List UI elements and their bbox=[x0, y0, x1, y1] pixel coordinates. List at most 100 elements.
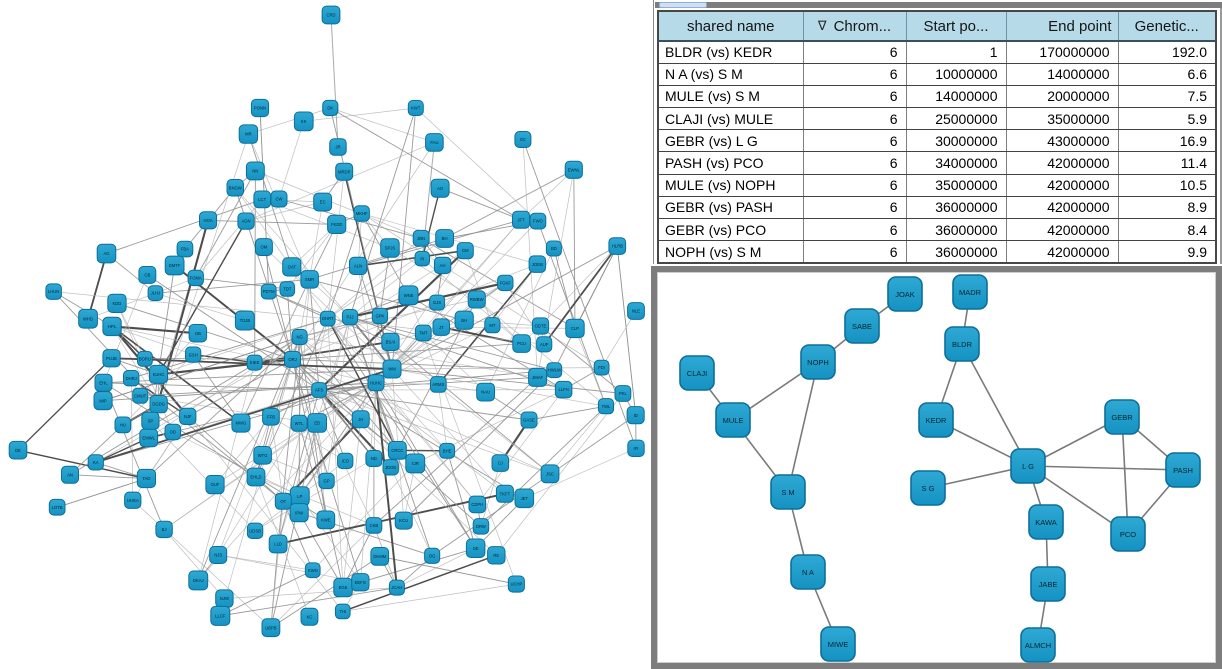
detail-network-node[interactable]: L G bbox=[1010, 448, 1046, 484]
overview-network-node[interactable]: ICO bbox=[337, 452, 354, 470]
overview-network-node[interactable]: KWT bbox=[407, 100, 424, 116]
overview-network-node[interactable]: BH bbox=[454, 310, 474, 330]
overview-network-node[interactable]: SMR bbox=[300, 270, 319, 289]
overview-network-node[interactable]: BHE bbox=[439, 442, 456, 459]
detail-network-node[interactable]: MULE bbox=[715, 402, 751, 438]
overview-network-node[interactable]: HWLM bbox=[546, 362, 563, 379]
table-row[interactable]: BLDR (vs) KEDR 6 1 170000000 192.0 bbox=[657, 40, 1217, 64]
overview-network-node[interactable]: OUF bbox=[205, 475, 225, 495]
overview-network-node[interactable]: JMAF bbox=[528, 367, 548, 387]
overview-network-node[interactable]: NLE bbox=[627, 302, 645, 320]
overview-network-node[interactable]: CJ bbox=[491, 454, 510, 472]
overview-network-node[interactable]: TMT bbox=[414, 324, 432, 342]
detail-network-node[interactable]: N A bbox=[790, 554, 826, 590]
overview-network-node[interactable]: JOEB bbox=[528, 255, 547, 273]
detail-network-node[interactable]: KEDR bbox=[918, 402, 954, 438]
overview-network-node[interactable]: LLFH bbox=[554, 380, 573, 399]
overview-network-node[interactable]: DE bbox=[465, 538, 486, 558]
detail-network-node[interactable]: S M bbox=[770, 474, 806, 510]
overview-network-node[interactable]: ID bbox=[626, 406, 645, 425]
overview-network-node[interactable]: JFT bbox=[512, 210, 531, 229]
detail-network-edge[interactable] bbox=[961, 343, 1029, 467]
overview-network-node[interactable]: GP bbox=[318, 472, 335, 490]
detail-network-node[interactable]: JABE bbox=[1030, 566, 1066, 602]
detail-network-node[interactable]: PASH bbox=[1165, 452, 1201, 488]
overview-network-node[interactable]: BD bbox=[545, 240, 562, 257]
overview-network-node[interactable]: TDJB bbox=[234, 310, 255, 331]
table-row[interactable]: N A (vs) S M 6 10000000 14000000 6.6 bbox=[657, 62, 1217, 86]
overview-network-node[interactable]: HU bbox=[114, 416, 132, 434]
overview-network-node[interactable]: RE bbox=[487, 546, 506, 565]
overview-network-node[interactable]: MWG bbox=[231, 413, 251, 433]
overview-network-node[interactable]: ORJ bbox=[284, 350, 301, 368]
overview-network-node[interactable]: GSH bbox=[185, 346, 202, 363]
overview-network-node[interactable]: BNGW bbox=[226, 179, 244, 197]
overview-network-node[interactable]: GC bbox=[514, 131, 532, 148]
overview-network-node[interactable]: KA bbox=[87, 454, 104, 471]
overview-network-node[interactable]: TDT bbox=[279, 281, 296, 297]
overview-network-node[interactable]: PDTM bbox=[260, 283, 277, 300]
overview-network-node[interactable]: PONN bbox=[250, 98, 270, 118]
overview-network-node[interactable]: OG bbox=[424, 547, 441, 564]
overview-network-node[interactable]: FKDD bbox=[327, 214, 347, 235]
overview-network-node[interactable]: OB bbox=[188, 324, 208, 343]
overview-network-node[interactable]: GB bbox=[138, 266, 157, 284]
table-row[interactable]: GEBR (vs) L G 6 30000000 43000000 16.9 bbox=[657, 129, 1217, 153]
overview-network-node[interactable]: LP bbox=[289, 486, 310, 507]
column-header-2[interactable]: Start po... bbox=[905, 11, 1007, 42]
detail-network-node[interactable]: KAWA bbox=[1028, 504, 1064, 540]
overview-network-node[interactable]: HPL bbox=[102, 316, 122, 337]
overview-network-node[interactable]: PI bbox=[414, 250, 430, 267]
overview-network-node[interactable]: ODTE bbox=[531, 317, 550, 335]
overview-network-node[interactable]: JSC bbox=[540, 464, 560, 484]
overview-network-node[interactable]: BSAI bbox=[381, 332, 400, 352]
overview-network-node[interactable]: UBPB bbox=[261, 618, 281, 638]
overview-network-node[interactable]: KK bbox=[293, 111, 314, 132]
overview-network-node[interactable]: RWBW bbox=[467, 290, 486, 309]
overview-network-node[interactable]: JDOD bbox=[382, 459, 399, 476]
overview-network-node[interactable]: CKB bbox=[365, 517, 383, 534]
overview-network-node[interactable]: MR bbox=[238, 124, 259, 144]
overview-network-node[interactable]: ND bbox=[365, 450, 383, 467]
overview-network-node[interactable]: DMTF bbox=[164, 255, 185, 276]
overview-network-node[interactable]: AUF bbox=[536, 336, 553, 353]
overview-network-node[interactable]: LHUN bbox=[45, 283, 62, 300]
overview-network-node[interactable]: KUHC bbox=[149, 364, 168, 384]
overview-network-node[interactable]: FOMA bbox=[187, 269, 204, 287]
detail-network-node[interactable]: GEBR bbox=[1104, 399, 1140, 435]
overview-network-node[interactable]: AH bbox=[433, 256, 452, 275]
overview-network-node[interactable]: UHGA bbox=[124, 491, 142, 509]
overview-network-node[interactable]: GM bbox=[456, 242, 474, 260]
overview-network-node[interactable]: NN bbox=[245, 161, 265, 181]
overview-network-node[interactable]: OT bbox=[274, 492, 292, 510]
overview-network-node[interactable]: OD bbox=[164, 423, 182, 441]
detail-network-node[interactable]: S G bbox=[910, 470, 946, 506]
overview-network-node[interactable]: CLP bbox=[565, 318, 585, 339]
overview-network-node[interactable]: LCT bbox=[253, 190, 272, 209]
overview-network-node[interactable]: SP bbox=[141, 411, 160, 430]
overview-network-node[interactable]: PUJB bbox=[102, 349, 121, 368]
overview-network-node[interactable]: TAD bbox=[136, 468, 157, 489]
overview-network-node[interactable]: JLHJ bbox=[147, 285, 164, 301]
overview-network-node[interactable]: EHL bbox=[94, 373, 113, 392]
overview-network-node[interactable]: CIR bbox=[405, 453, 426, 474]
table-row[interactable]: PASH (vs) PCO 6 34000000 42000000 11.4 bbox=[657, 151, 1217, 175]
overview-network-node[interactable]: EHLD bbox=[246, 467, 266, 487]
overview-network-node[interactable]: HOA bbox=[199, 211, 218, 230]
table-row[interactable]: CLAJI (vs) MULE 6 25000000 35000000 5.9 bbox=[657, 107, 1217, 131]
overview-network-node[interactable]: CRD bbox=[321, 5, 341, 25]
overview-network-node[interactable]: CDPH bbox=[468, 495, 487, 514]
table-row[interactable]: GEBR (vs) PCO 6 36000000 42000000 8.4 bbox=[657, 217, 1217, 242]
overview-network-node[interactable]: NJS bbox=[209, 546, 228, 564]
overview-network-node[interactable]: SPJS bbox=[380, 238, 400, 258]
table-row[interactable]: GEBR (vs) PASH 6 36000000 42000000 8.9 bbox=[657, 195, 1217, 220]
overview-network-node[interactable]: EGK bbox=[333, 577, 353, 598]
overview-network-node[interactable]: OM bbox=[255, 238, 273, 257]
column-header-3[interactable]: End point bbox=[1005, 11, 1119, 42]
overview-network-node[interactable]: EC bbox=[313, 192, 333, 212]
overview-network-node[interactable]: KDD bbox=[107, 293, 127, 314]
overview-network-node[interactable]: FAU bbox=[425, 133, 444, 152]
overview-network-node[interactable]: PJJ bbox=[341, 309, 359, 326]
overview-network-node[interactable]: FDI bbox=[593, 359, 610, 376]
overview-network-node[interactable]: OHRT bbox=[319, 310, 336, 327]
